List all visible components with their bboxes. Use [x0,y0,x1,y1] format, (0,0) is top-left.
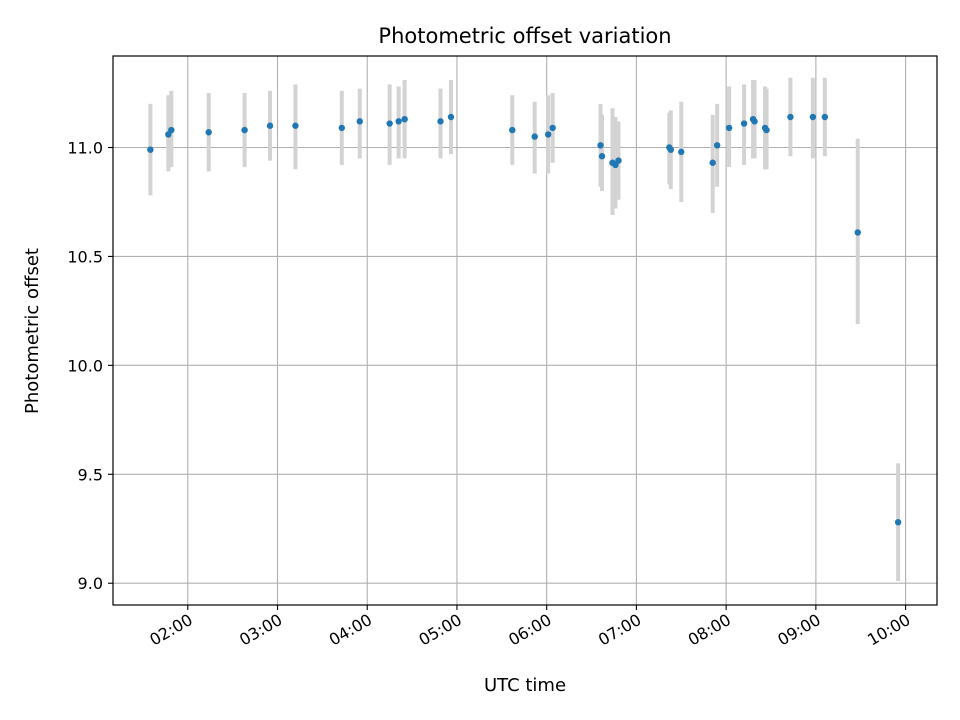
data-point [854,229,861,236]
data-point [168,126,175,134]
data-point [787,113,794,121]
grid-lines [113,56,937,605]
data-point [386,120,393,127]
data-point [763,126,770,134]
data-point [338,124,346,132]
x-axis-title: UTC time [484,675,566,696]
y-tick-label: 10.0 [67,356,103,375]
data-point [356,118,363,125]
y-axis-title: Photometric offset [22,248,43,414]
data-point [292,122,299,129]
data-point [401,115,408,123]
data-point [205,129,212,136]
data-point [821,113,829,121]
data-point [241,126,248,134]
data-points [147,113,902,526]
chart-title: Photometric offset variation [378,24,671,48]
y-tick-label: 9.5 [78,465,103,484]
data-point [894,519,902,526]
data-point [597,142,604,149]
data-point [667,146,675,153]
data-point [713,142,721,149]
data-point [531,133,538,140]
data-point [544,131,552,138]
data-point [437,118,444,125]
data-point [751,118,758,125]
y-tick-label: 10.5 [67,247,103,266]
plot-frame [112,55,938,606]
data-point [809,113,817,121]
data-point [598,153,606,160]
data-point [447,113,455,121]
y-axis-ticks: 9.0 9.5 10.0 10.5 11.0 [67,139,113,593]
data-point [549,124,556,132]
data-point [395,118,402,125]
y-tick-label: 9.0 [78,574,103,593]
data-point [147,146,154,153]
data-point [740,120,748,127]
data-point [709,159,716,166]
data-point [678,148,685,156]
data-point [266,122,274,129]
data-point [725,124,733,132]
y-tick-label: 11.0 [67,139,103,158]
data-point [615,157,622,164]
data-point [509,126,516,134]
